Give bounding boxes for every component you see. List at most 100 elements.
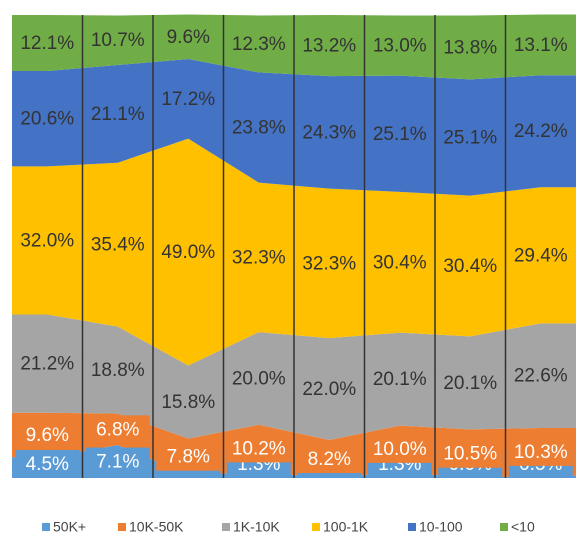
data-label-box bbox=[85, 230, 150, 259]
data-label: 20.6% bbox=[15, 104, 80, 133]
data-label: 32.0% bbox=[15, 226, 80, 255]
data-label-text: 24.2% bbox=[514, 121, 568, 142]
data-label-text: 12.1% bbox=[20, 33, 74, 54]
data-label-text: 22.6% bbox=[514, 366, 568, 387]
legend-swatch bbox=[42, 523, 50, 531]
data-label-box bbox=[438, 439, 503, 468]
data-label-box bbox=[156, 238, 221, 267]
data-label-text: 20.6% bbox=[20, 109, 74, 130]
data-label-box bbox=[508, 361, 573, 390]
data-label-box bbox=[508, 30, 573, 59]
data-label-box bbox=[156, 388, 221, 417]
data-label-text: 6.8% bbox=[96, 419, 139, 440]
legend-label: <10 bbox=[511, 519, 535, 535]
data-label-text: 49.0% bbox=[161, 242, 215, 263]
data-label-box bbox=[85, 356, 150, 385]
data-label: 10.0% bbox=[367, 434, 432, 463]
data-label: 25.1% bbox=[367, 119, 432, 148]
legend-label: 100-1K bbox=[323, 519, 369, 535]
data-label-text: 9.6% bbox=[167, 27, 210, 48]
data-label-box bbox=[85, 415, 150, 444]
data-label: 49.0% bbox=[156, 238, 221, 267]
data-label: 20.1% bbox=[438, 368, 503, 397]
data-label-box bbox=[297, 375, 362, 404]
legend-swatch bbox=[500, 523, 508, 531]
data-label: 20.1% bbox=[367, 365, 432, 394]
data-label-box bbox=[85, 99, 150, 128]
data-label-text: 9.6% bbox=[26, 425, 69, 446]
data-label: 13.2% bbox=[297, 31, 362, 60]
data-label: 18.8% bbox=[85, 356, 150, 385]
data-label: 30.4% bbox=[438, 251, 503, 280]
legend-label: 50K+ bbox=[53, 519, 86, 535]
legend-swatch bbox=[312, 523, 320, 531]
data-label-box bbox=[85, 26, 150, 55]
data-label-text: 22.0% bbox=[302, 379, 356, 400]
legend-label: 10K-50K bbox=[129, 519, 184, 535]
data-label: 20.0% bbox=[226, 364, 291, 393]
data-label: 25.1% bbox=[438, 123, 503, 152]
data-label-text: 10.0% bbox=[373, 439, 427, 460]
data-label: 15.8% bbox=[156, 388, 221, 417]
data-label-text: 18.8% bbox=[91, 360, 145, 381]
data-label-box bbox=[15, 420, 80, 449]
data-label: 10.3% bbox=[508, 437, 573, 466]
data-label-text: 25.1% bbox=[443, 127, 497, 148]
data-label: 10.5% bbox=[438, 439, 503, 468]
data-label-box bbox=[297, 249, 362, 278]
data-label-box bbox=[438, 33, 503, 62]
data-label: 7.8% bbox=[156, 442, 221, 471]
data-label-text: 21.1% bbox=[91, 104, 145, 125]
data-label: 32.3% bbox=[297, 249, 362, 278]
data-label-text: 13.0% bbox=[373, 36, 427, 57]
data-label: 13.1% bbox=[508, 30, 573, 59]
data-label-box bbox=[438, 368, 503, 397]
data-label: 13.8% bbox=[438, 33, 503, 62]
legend-swatch bbox=[118, 523, 126, 531]
data-label-box bbox=[367, 248, 432, 277]
data-label: 7.1% bbox=[85, 447, 150, 476]
data-label: 22.6% bbox=[508, 361, 573, 390]
data-label: 21.1% bbox=[85, 99, 150, 128]
data-label-box bbox=[367, 31, 432, 60]
data-label-text: 30.4% bbox=[373, 252, 427, 273]
data-label-box bbox=[367, 365, 432, 394]
data-label-box bbox=[15, 29, 80, 58]
data-label-box bbox=[508, 117, 573, 146]
data-label-text: 10.7% bbox=[91, 30, 145, 51]
data-label: 30.4% bbox=[367, 248, 432, 277]
data-label-text: 7.1% bbox=[96, 452, 139, 473]
data-label-text: 29.4% bbox=[514, 245, 568, 266]
data-label-text: 24.3% bbox=[302, 122, 356, 143]
data-label: 10.2% bbox=[226, 434, 291, 463]
data-label-text: 15.8% bbox=[161, 392, 215, 413]
data-label: 12.3% bbox=[226, 29, 291, 58]
data-label: 13.0% bbox=[367, 31, 432, 60]
data-label-text: 13.1% bbox=[514, 35, 568, 56]
data-label-box bbox=[297, 31, 362, 60]
data-label-box bbox=[226, 29, 291, 58]
data-label-text: 32.3% bbox=[232, 247, 286, 268]
data-label: 32.3% bbox=[226, 243, 291, 272]
data-label: 12.1% bbox=[15, 29, 80, 58]
data-label: 9.6% bbox=[156, 22, 221, 51]
data-label-text: 20.1% bbox=[443, 373, 497, 394]
data-label-box bbox=[508, 241, 573, 270]
data-label: 17.2% bbox=[156, 84, 221, 113]
data-label-text: 32.0% bbox=[20, 230, 74, 251]
data-label-box bbox=[15, 104, 80, 133]
data-label-text: 21.2% bbox=[20, 354, 74, 375]
data-label-text: 12.3% bbox=[232, 34, 286, 55]
data-label-text: 23.8% bbox=[232, 118, 286, 139]
data-label: 22.0% bbox=[297, 375, 362, 404]
legend-swatch bbox=[222, 523, 230, 531]
data-label-text: 30.4% bbox=[443, 256, 497, 277]
data-label-text: 13.2% bbox=[302, 36, 356, 57]
legend-label: 10-100 bbox=[419, 519, 463, 535]
data-label-box bbox=[156, 22, 221, 51]
data-label: 9.6% bbox=[15, 420, 80, 449]
data-label-text: 10.5% bbox=[443, 444, 497, 465]
data-label: 6.8% bbox=[85, 415, 150, 444]
data-label-box bbox=[367, 119, 432, 148]
